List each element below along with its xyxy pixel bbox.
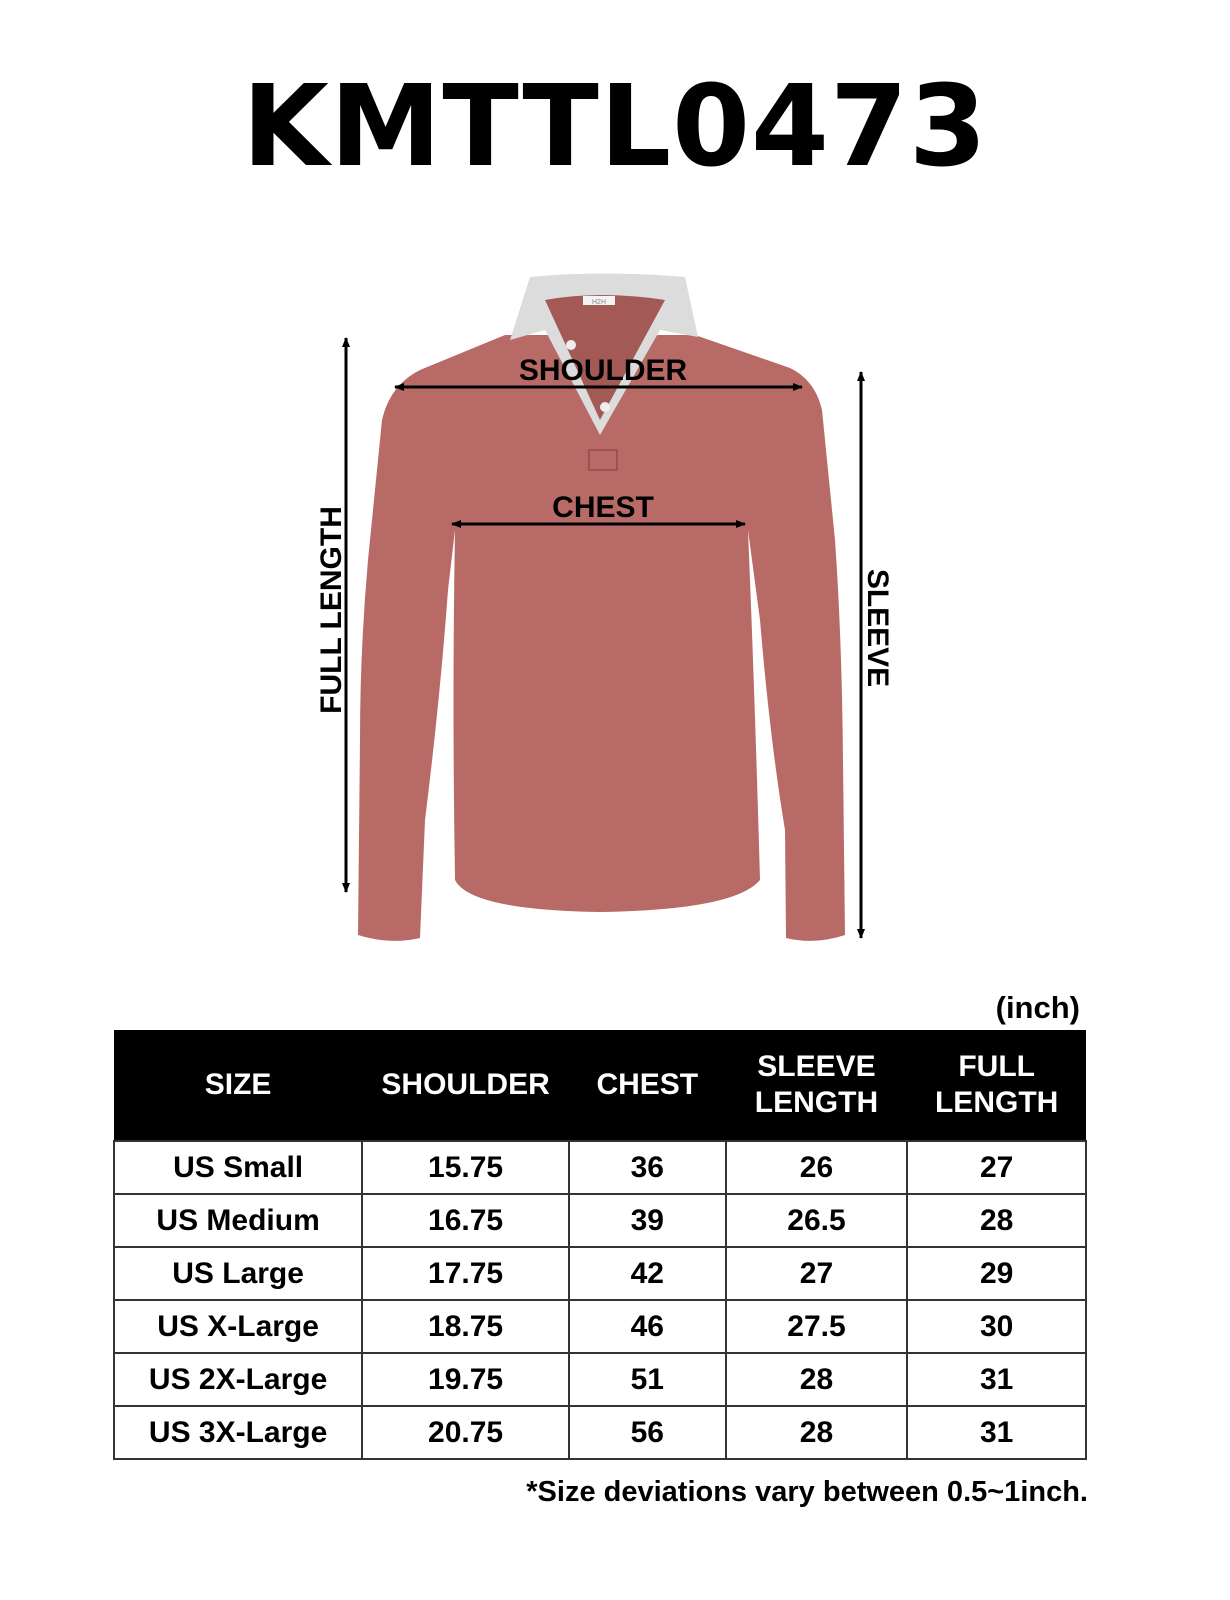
cell-size: US Medium xyxy=(112,1193,364,1248)
sleeve-label: SLEEVE xyxy=(861,569,894,687)
size-deviation-note: *Size deviations vary between 0.5~1inch. xyxy=(526,1476,1088,1508)
cell-sleeve-length: 26.5 xyxy=(724,1193,909,1248)
cell-chest: 39 xyxy=(567,1193,727,1248)
cell-size: US Large xyxy=(112,1246,364,1301)
chest-measure: CHEST xyxy=(451,491,746,528)
brand-tag: H2H xyxy=(592,299,606,306)
cell-shoulder: 18.75 xyxy=(361,1299,570,1354)
cell-size: US 2X-Large xyxy=(112,1352,364,1407)
sleeve-measure: SLEEVE xyxy=(857,371,894,939)
table-row: US Medium 16.75 39 26.5 28 xyxy=(112,1193,1087,1248)
header-full-length: FULL LENGTH xyxy=(907,1030,1086,1141)
cell-shoulder: 15.75 xyxy=(361,1140,570,1195)
cell-sleeve-length: 28 xyxy=(724,1352,909,1407)
cell-sleeve-length: 27 xyxy=(724,1246,909,1301)
unit-label: (inch) xyxy=(995,990,1080,1025)
cell-chest: 42 xyxy=(567,1246,727,1301)
cell-size: US X-Large xyxy=(112,1299,364,1354)
shoulder-measure: SHOULDER xyxy=(394,354,803,391)
header-chest: CHEST xyxy=(568,1030,726,1141)
shirt-measurement-diagram: H2H SHOULDER CHEST FULL LENGTH SLEEVE xyxy=(315,273,894,941)
cell-chest: 51 xyxy=(567,1352,727,1407)
full-length-measure: FULL LENGTH xyxy=(315,337,350,893)
cell-sleeve-length: 26 xyxy=(724,1140,909,1195)
cell-full-length: 27 xyxy=(906,1140,1087,1195)
cell-sleeve-length: 27.5 xyxy=(724,1299,909,1354)
cell-sleeve-length: 28 xyxy=(724,1405,909,1460)
header-shoulder: SHOULDER xyxy=(362,1030,569,1141)
cell-full-length: 31 xyxy=(906,1352,1087,1407)
cell-chest: 36 xyxy=(567,1140,727,1195)
table-row: US X-Large 18.75 46 27.5 30 xyxy=(112,1299,1087,1354)
full-length-label: FULL LENGTH xyxy=(315,506,348,714)
table-row: US 2X-Large 19.75 51 28 31 xyxy=(112,1352,1087,1407)
product-code-title: KMTTL0473 xyxy=(242,62,988,192)
shirt-illustration: H2H xyxy=(358,273,845,941)
cell-size: US Small xyxy=(112,1140,364,1195)
cell-full-length: 28 xyxy=(906,1193,1087,1248)
table-row: US Large 17.75 42 27 29 xyxy=(112,1246,1087,1301)
cell-shoulder: 20.75 xyxy=(361,1405,570,1460)
chest-label: CHEST xyxy=(552,491,654,524)
cell-shoulder: 19.75 xyxy=(361,1352,570,1407)
size-chart-table: SIZE SHOULDER CHEST SLEEVE LENGTH FULL LEN… xyxy=(112,1030,1087,1460)
cell-shoulder: 16.75 xyxy=(361,1193,570,1248)
cell-chest: 46 xyxy=(567,1299,727,1354)
shoulder-label: SHOULDER xyxy=(519,354,688,387)
cell-chest: 56 xyxy=(567,1405,727,1460)
cell-full-length: 30 xyxy=(906,1299,1087,1354)
header-size: SIZE xyxy=(114,1030,363,1141)
header-sleeve-length: SLEEVE LENGTH xyxy=(725,1030,908,1141)
cell-full-length: 31 xyxy=(906,1405,1087,1460)
table-row: US 3X-Large 20.75 56 28 31 xyxy=(112,1405,1087,1460)
cell-full-length: 29 xyxy=(906,1246,1087,1301)
cell-size: US 3X-Large xyxy=(112,1405,364,1460)
table-header-row: SIZE SHOULDER CHEST SLEEVE LENGTH FULL LEN… xyxy=(114,1030,1086,1141)
cell-shoulder: 17.75 xyxy=(361,1246,570,1301)
table-row: US Small 15.75 36 26 27 xyxy=(112,1140,1087,1195)
